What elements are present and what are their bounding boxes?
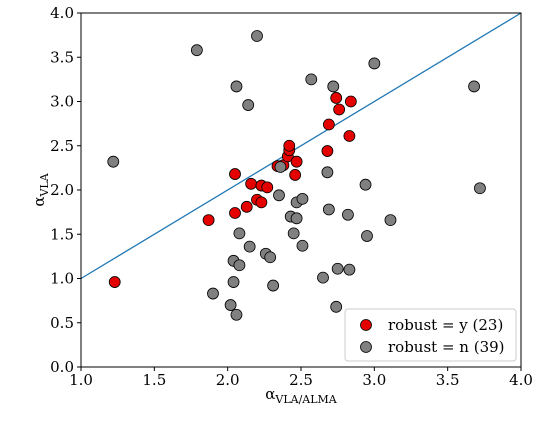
x-tick-label: 1.0 <box>69 371 93 389</box>
point-robust-y <box>322 118 335 131</box>
point-robust-n <box>251 30 263 42</box>
point-robust-y <box>229 168 241 180</box>
point-robust-n <box>274 161 287 173</box>
point-robust-y <box>202 214 215 226</box>
point-robust-y <box>229 207 241 219</box>
legend-marker-robust-n <box>360 341 372 353</box>
point-robust-n <box>290 212 303 225</box>
point-robust-y <box>330 92 343 104</box>
legend-label-robust-y: robust = y (23) <box>388 316 503 334</box>
y-tick-label: 3.5 <box>50 48 74 66</box>
point-robust-n <box>287 227 300 240</box>
point-robust-n <box>243 240 256 253</box>
point-robust-n <box>384 214 397 226</box>
x-axis-label: αVLA/ALMA <box>265 385 338 406</box>
point-robust-n <box>296 239 309 252</box>
legend-marker-robust-y <box>360 319 372 331</box>
point-robust-y <box>343 130 356 142</box>
y-tick-label: 0.0 <box>50 358 74 376</box>
point-robust-n <box>233 259 246 272</box>
point-robust-n <box>361 230 373 242</box>
one-to-one-line <box>80 12 522 280</box>
y-tick-label: 3.0 <box>50 93 74 111</box>
x-tick-label: 2.5 <box>289 371 313 389</box>
y-tick-label: 1.5 <box>50 225 74 243</box>
point-robust-y <box>240 200 253 213</box>
point-robust-y <box>344 95 357 108</box>
y-axis-label: αVLA <box>30 172 51 206</box>
point-robust-y <box>245 177 258 190</box>
point-robust-y <box>108 276 121 288</box>
point-robust-y <box>289 169 302 181</box>
x-tick-label: 4.0 <box>509 371 533 389</box>
point-robust-y <box>261 181 274 194</box>
y-axis-label-main: α <box>30 197 48 207</box>
point-robust-n <box>267 279 280 292</box>
point-robust-n <box>343 263 356 276</box>
x-axis-label-sub: VLA/ALMA <box>274 393 337 406</box>
y-tick-label: 2.5 <box>50 137 74 155</box>
point-robust-n <box>322 203 335 216</box>
ticks-layer: 1.0 1.5 2.0 2.5 3.0 3.5 4.0 0.0 0.5 1.0 1.5 2.0 2.5 3… <box>50 4 533 389</box>
y-tick-label: 2.0 <box>50 181 74 199</box>
x-tick-label: 3.5 <box>436 371 460 389</box>
point-robust-n <box>107 155 120 168</box>
point-robust-n <box>264 251 277 264</box>
legend: robust = y (23) robust = n (39) <box>344 308 517 362</box>
point-robust-n <box>342 208 354 221</box>
point-robust-n <box>224 299 237 311</box>
x-tick-label: 2.0 <box>216 371 240 389</box>
point-robust-n <box>359 178 372 191</box>
point-robust-n <box>305 73 318 86</box>
point-robust-n <box>227 276 240 288</box>
point-robust-n <box>233 227 246 240</box>
point-robust-n <box>273 189 285 202</box>
y-tick-label: 1.0 <box>50 270 74 288</box>
point-robust-n <box>474 182 486 195</box>
point-robust-y <box>321 145 334 157</box>
x-tick-label: 3.0 <box>362 371 386 389</box>
point-robust-n <box>321 166 334 179</box>
point-robust-n <box>368 57 381 70</box>
y-tick-label: 0.5 <box>50 314 74 332</box>
point-robust-n <box>230 80 243 93</box>
legend-box <box>344 308 517 362</box>
legend-label-robust-n: robust = n (39) <box>388 338 505 356</box>
point-robust-n <box>330 300 343 313</box>
x-axis-label-main: α <box>265 385 275 403</box>
x-tick-label: 1.5 <box>142 371 166 389</box>
point-robust-n <box>242 99 255 111</box>
point-robust-n <box>230 308 243 321</box>
point-robust-y <box>333 103 346 116</box>
y-axis-label-sub: VLA <box>38 172 51 197</box>
point-robust-n <box>327 80 340 93</box>
reference-line-layer <box>80 12 522 280</box>
point-robust-y <box>255 196 268 209</box>
y-tick-label: 4.0 <box>50 4 74 22</box>
points-layer <box>107 30 486 321</box>
point-robust-n <box>468 80 480 93</box>
point-robust-y <box>283 139 296 152</box>
point-robust-y <box>290 155 303 168</box>
point-robust-n <box>190 44 203 57</box>
point-robust-n <box>207 287 219 300</box>
point-robust-n <box>317 271 329 284</box>
point-robust-n <box>296 192 309 205</box>
point-robust-n <box>331 262 344 275</box>
